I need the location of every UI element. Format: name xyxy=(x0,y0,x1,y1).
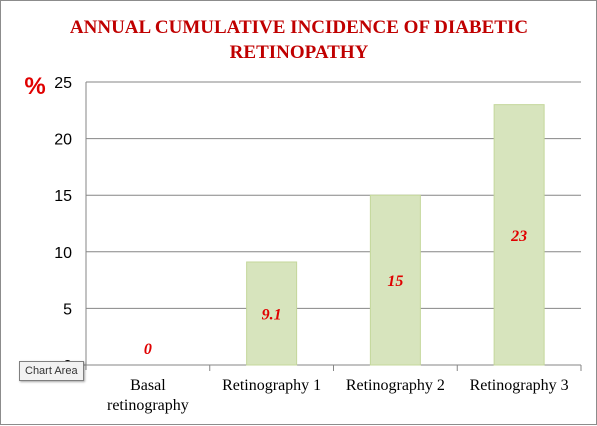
chart-area-tooltip: Chart Area xyxy=(19,361,84,381)
bar xyxy=(493,104,545,366)
chart-title-line: ANNUAL CUMULATIVE INCIDENCE OF DIABETIC xyxy=(70,17,528,38)
x-tick-label: Retinography 3 xyxy=(470,377,569,394)
bar xyxy=(369,194,421,366)
y-tick-label: 25 xyxy=(54,75,72,92)
y-tick-label: 10 xyxy=(54,245,72,262)
bar xyxy=(246,261,298,366)
x-tick-label: Retinography 1 xyxy=(222,377,321,394)
x-tick-label: retinography xyxy=(107,397,189,414)
data-label: 9.1 xyxy=(262,306,282,323)
y-axis-unit-label: % xyxy=(24,73,45,100)
data-label: 23 xyxy=(510,228,527,245)
y-tick-label: 15 xyxy=(54,188,72,205)
data-label: 0 xyxy=(144,341,152,358)
x-tick-label: Retinography 2 xyxy=(346,377,445,394)
x-tick-label: Basal xyxy=(130,377,166,394)
y-tick-label: 20 xyxy=(54,132,72,149)
chart-title-line: RETINOPATHY xyxy=(230,42,369,63)
y-tick-label: 5 xyxy=(63,301,72,318)
data-label: 15 xyxy=(387,273,403,290)
